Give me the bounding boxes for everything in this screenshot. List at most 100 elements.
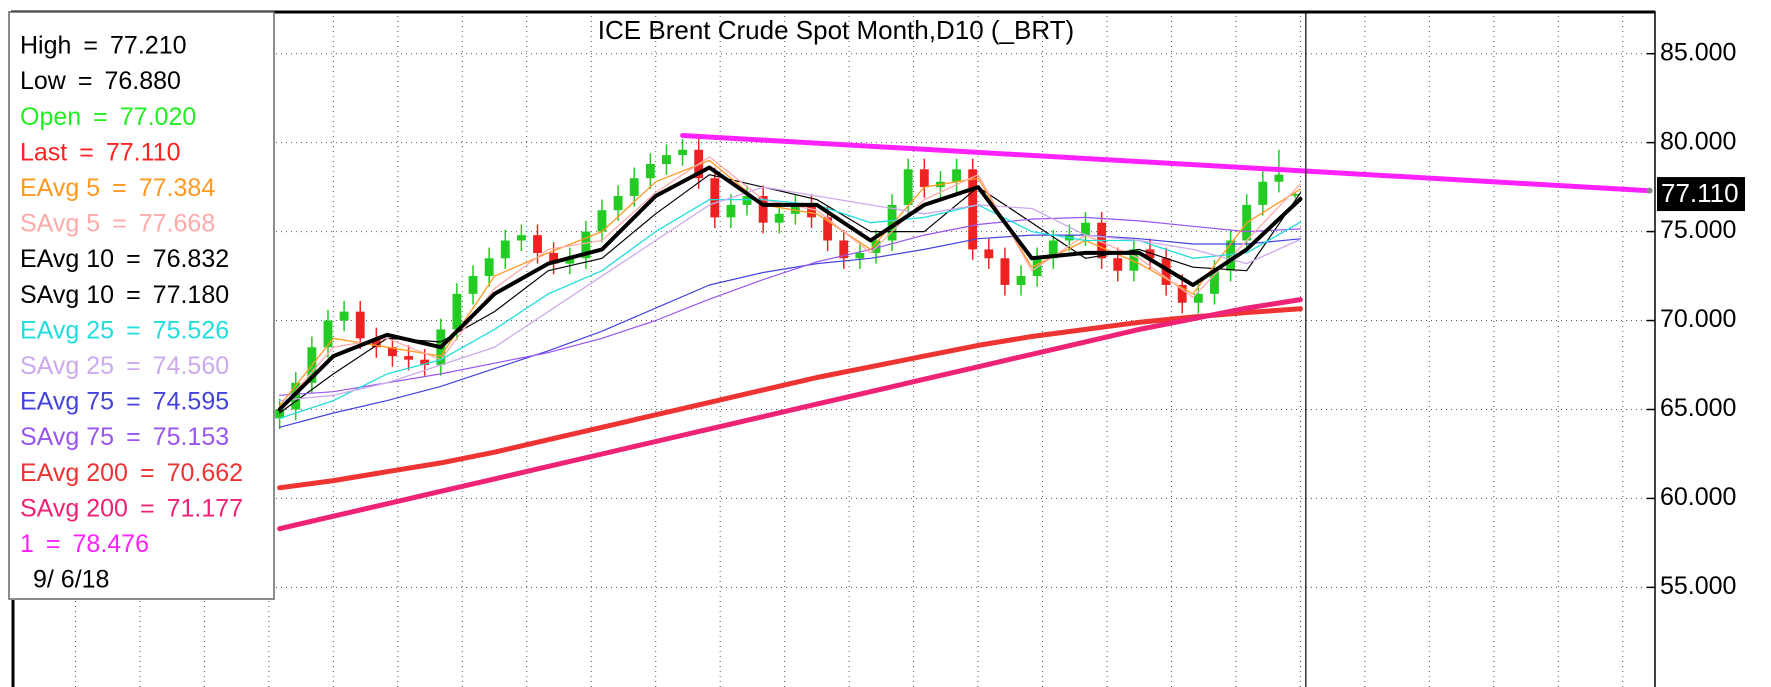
candle-body [839, 240, 849, 259]
candle-body [275, 409, 285, 419]
candle-body [516, 235, 526, 241]
legend-value: 76.832 [153, 245, 229, 273]
legend-separator: = [126, 352, 141, 380]
candle-body [1145, 249, 1155, 259]
legend-value: 77.384 [139, 174, 216, 202]
candle-body [726, 204, 736, 218]
legend-name: Last [20, 138, 67, 166]
moving-average-line [278, 198, 1302, 420]
candle-body [855, 252, 865, 259]
candle-body [710, 178, 720, 218]
candle-body [919, 169, 929, 188]
candle-body [1226, 240, 1236, 271]
candle-body [1290, 194, 1300, 196]
candle-body [1081, 222, 1090, 236]
candle-body [468, 276, 478, 294]
candle-body [1210, 270, 1219, 294]
plot-area [275, 11, 1653, 687]
candle-body [807, 204, 816, 218]
legend-separator: = [126, 245, 141, 273]
moving-average-line [278, 186, 1302, 402]
legend-value: 74.560 [153, 352, 229, 380]
legend-box [8, 11, 275, 600]
candle-body [662, 155, 671, 164]
candle-body [339, 311, 349, 321]
candle-body [533, 235, 542, 253]
legend-separator: = [126, 281, 141, 309]
y-tick-label: 65.000 [1660, 394, 1736, 422]
y-tick-label: 75.000 [1660, 216, 1736, 244]
candle-body [323, 320, 333, 348]
legend-name: EAvg 75 [20, 388, 114, 416]
grid [11, 11, 1655, 687]
candle-body [742, 196, 752, 205]
candle-body [581, 231, 591, 259]
legend-name: SAvg 200 [20, 494, 128, 522]
legend-value: 78.476 [73, 530, 149, 558]
candle-body [903, 169, 913, 205]
candle-body [774, 213, 784, 223]
legend-name: 1 [20, 530, 34, 558]
legend-value: 74.595 [153, 388, 229, 416]
legend-name: SAvg 10 [20, 281, 114, 309]
legend-separator: = [79, 138, 94, 166]
y-tick-label: 70.000 [1660, 305, 1736, 333]
candle-body [1000, 258, 1010, 285]
candle-body [1258, 181, 1268, 205]
candle-body [790, 204, 800, 214]
legend-name: EAvg 25 [20, 316, 114, 344]
candle-body [371, 338, 381, 348]
legend-separator: = [93, 103, 108, 131]
y-tick-label: 80.000 [1660, 127, 1736, 155]
legend-value: 77.110 [106, 138, 181, 166]
legend-separator: = [140, 494, 155, 522]
legend-separator: = [83, 32, 98, 60]
y-tick-label: 85.000 [1660, 38, 1736, 66]
legend-name: SAvg 75 [20, 423, 114, 451]
candle-body [1274, 174, 1284, 182]
candle-body [1193, 293, 1203, 303]
legend-value: 70.662 [167, 459, 243, 487]
legend-name: SAvg 25 [20, 352, 114, 380]
candle-body [1177, 284, 1187, 303]
moving-average-line [279, 216, 1301, 396]
candle-body [404, 356, 414, 360]
legend-value: 75.153 [153, 423, 229, 451]
legend-separator: = [140, 459, 155, 487]
candle-body [823, 217, 833, 241]
candle-body [952, 169, 962, 182]
last-price-box [1657, 177, 1745, 212]
candle-body [355, 311, 365, 339]
y-tick-label: 55.000 [1660, 572, 1736, 600]
candle-body [484, 258, 494, 277]
candle-body [1129, 249, 1139, 271]
legend-name: Open [20, 103, 81, 131]
legend-name: EAvg 10 [20, 245, 114, 273]
legend-value: 76.880 [104, 67, 180, 95]
candle-body [887, 204, 897, 241]
candle-body [645, 163, 655, 179]
legend-value: 75.526 [153, 316, 229, 344]
legend-name: High [20, 32, 71, 60]
legend-date: 9/ 6/18 [33, 566, 109, 594]
legend-name: Low [20, 67, 67, 95]
legend-value: 77.668 [139, 210, 215, 238]
candle-body [565, 258, 575, 264]
y-tick-label: 60.000 [1660, 483, 1736, 511]
moving-average-line [277, 165, 1303, 412]
legend-separator: = [112, 210, 127, 238]
candle-body [549, 252, 559, 264]
candle-body [629, 178, 639, 197]
legend-separator: = [46, 530, 61, 558]
candle-body [613, 196, 623, 211]
legend-separator: = [112, 174, 127, 202]
y-axis: 85.000 80.000 75.000 70.000 65.000 60.000 55.0… [1647, 38, 1745, 600]
candle-body [1048, 240, 1058, 259]
moving-average-line [277, 306, 1303, 491]
candle-body [758, 196, 768, 223]
candle-body [1113, 258, 1123, 271]
legend-value: 77.210 [110, 32, 186, 60]
